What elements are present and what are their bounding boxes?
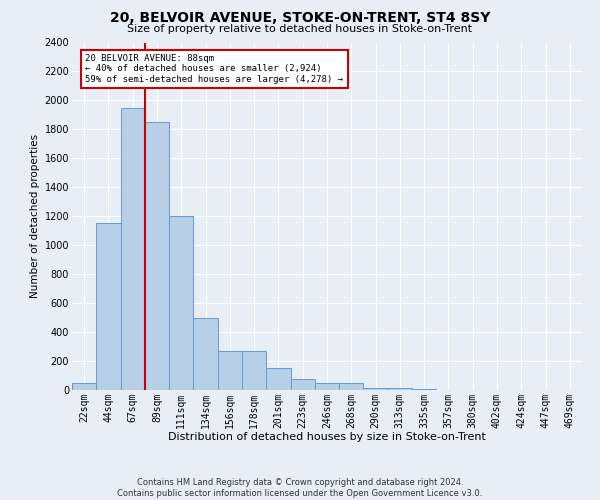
Text: Contains HM Land Registry data © Crown copyright and database right 2024.
Contai: Contains HM Land Registry data © Crown c…	[118, 478, 482, 498]
Bar	[145, 122, 169, 390]
Y-axis label: Number of detached properties: Number of detached properties	[31, 134, 40, 298]
Bar	[339, 383, 364, 390]
Bar	[193, 318, 218, 390]
Bar	[242, 351, 266, 390]
Text: Size of property relative to detached houses in Stoke-on-Trent: Size of property relative to detached ho…	[127, 24, 473, 34]
Bar	[96, 224, 121, 390]
Text: 20 BELVOIR AVENUE: 88sqm
← 40% of detached houses are smaller (2,924)
59% of sem: 20 BELVOIR AVENUE: 88sqm ← 40% of detach…	[85, 54, 343, 84]
Bar	[364, 388, 388, 390]
Bar	[388, 388, 412, 390]
Bar	[72, 383, 96, 390]
Text: 20, BELVOIR AVENUE, STOKE-ON-TRENT, ST4 8SY: 20, BELVOIR AVENUE, STOKE-ON-TRENT, ST4 …	[110, 11, 490, 25]
Bar	[121, 108, 145, 390]
Bar	[266, 368, 290, 390]
Bar	[315, 383, 339, 390]
Bar	[290, 379, 315, 390]
Bar	[218, 351, 242, 390]
Bar	[169, 216, 193, 390]
X-axis label: Distribution of detached houses by size in Stoke-on-Trent: Distribution of detached houses by size …	[168, 432, 486, 442]
